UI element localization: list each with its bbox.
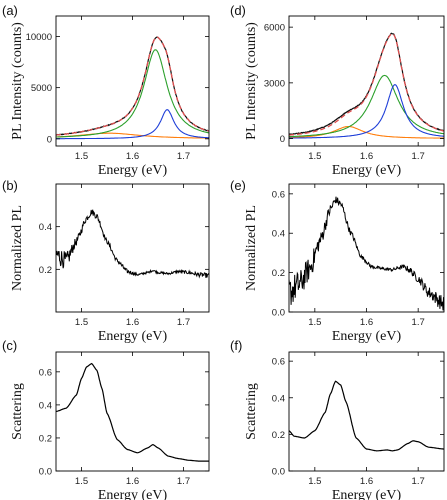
data-line xyxy=(289,196,444,311)
y-tick-label: 0.0 xyxy=(39,467,52,478)
x-axis-label: Energy (eV) xyxy=(98,488,168,500)
x-axis-label: Energy (eV) xyxy=(332,163,402,178)
x-tick-label: 1.5 xyxy=(75,317,88,328)
fit-curve-3 xyxy=(56,109,209,140)
data-line xyxy=(56,362,209,462)
panel-label: (e) xyxy=(230,178,246,193)
x-tick-label: 1.7 xyxy=(412,151,425,162)
sum-fit-line xyxy=(289,33,444,136)
y-tick-label: 0.2 xyxy=(272,430,285,441)
x-tick-label: 1.6 xyxy=(360,317,373,328)
x-tick-label: 1.5 xyxy=(75,151,88,162)
x-tick-label: 1.7 xyxy=(177,151,190,162)
x-tick-label: 1.6 xyxy=(126,476,139,487)
plot-frame xyxy=(288,351,445,472)
fit-curve-2 xyxy=(289,74,444,138)
plot-frame xyxy=(55,183,210,313)
y-tick-label: 3000 xyxy=(264,78,285,89)
y-axis-label: Normalized PL xyxy=(10,205,25,291)
y-axis-label: Scattering xyxy=(244,383,259,440)
plot-frame xyxy=(55,351,210,472)
x-tick-label: 1.5 xyxy=(308,476,321,487)
y-axis-label: Normalized PL xyxy=(244,205,259,291)
panel-label: (a) xyxy=(2,3,18,18)
x-axis-label: Energy (eV) xyxy=(98,163,168,178)
y-tick-label: 0.6 xyxy=(272,357,285,368)
x-tick-label: 1.5 xyxy=(308,151,321,162)
y-tick-label: 0.6 xyxy=(272,189,285,200)
plot-frame xyxy=(288,183,445,313)
y-tick-label: 0 xyxy=(280,134,285,145)
y-tick-label: 0.0 xyxy=(272,467,285,478)
x-tick-label: 1.7 xyxy=(177,317,190,328)
y-tick-label: 0.2 xyxy=(39,433,52,444)
x-axis-label: Energy (eV) xyxy=(332,488,402,500)
y-tick-label: 0.2 xyxy=(272,268,285,279)
x-axis-label: Energy (eV) xyxy=(98,329,168,344)
fit-curve-3 xyxy=(289,84,444,139)
y-tick-label: 0.6 xyxy=(39,367,52,378)
x-tick-label: 1.5 xyxy=(75,476,88,487)
x-tick-label: 1.6 xyxy=(126,317,139,328)
x-tick-label: 1.5 xyxy=(308,317,321,328)
y-axis-label: PL Intensity (counts) xyxy=(10,22,25,140)
data-line xyxy=(289,380,444,452)
y-tick-label: 0.4 xyxy=(272,393,285,404)
x-tick-label: 1.6 xyxy=(360,476,373,487)
panel-label: (d) xyxy=(230,3,246,18)
panel-label: (b) xyxy=(2,178,18,193)
y-tick-label: 6000 xyxy=(264,23,285,34)
y-tick-label: 0.4 xyxy=(39,400,52,411)
y-tick-label: 0 xyxy=(47,134,52,145)
panel-label: (f) xyxy=(230,338,242,353)
x-axis-label: Energy (eV) xyxy=(332,329,402,344)
panel-label: (c) xyxy=(2,338,17,353)
x-tick-label: 1.6 xyxy=(360,151,373,162)
y-tick-label: 0.4 xyxy=(272,229,285,240)
data-line xyxy=(56,36,209,136)
y-tick-label: 5000 xyxy=(31,83,52,94)
x-tick-label: 1.7 xyxy=(177,476,190,487)
y-tick-label: 0.4 xyxy=(39,222,52,233)
y-axis-label: Scattering xyxy=(10,383,25,440)
x-tick-label: 1.7 xyxy=(412,317,425,328)
data-line xyxy=(56,209,209,279)
x-tick-label: 1.6 xyxy=(126,151,139,162)
sum-fit-line xyxy=(56,36,209,136)
x-tick-label: 1.7 xyxy=(412,476,425,487)
y-tick-label: 0.2 xyxy=(39,265,52,276)
plot-frame xyxy=(55,15,210,147)
y-tick-label: 10000 xyxy=(26,32,52,43)
y-tick-label: 0.0 xyxy=(272,308,285,319)
y-axis-label: PL Intensity (counts) xyxy=(244,22,259,140)
fit-curve-2 xyxy=(56,49,209,138)
